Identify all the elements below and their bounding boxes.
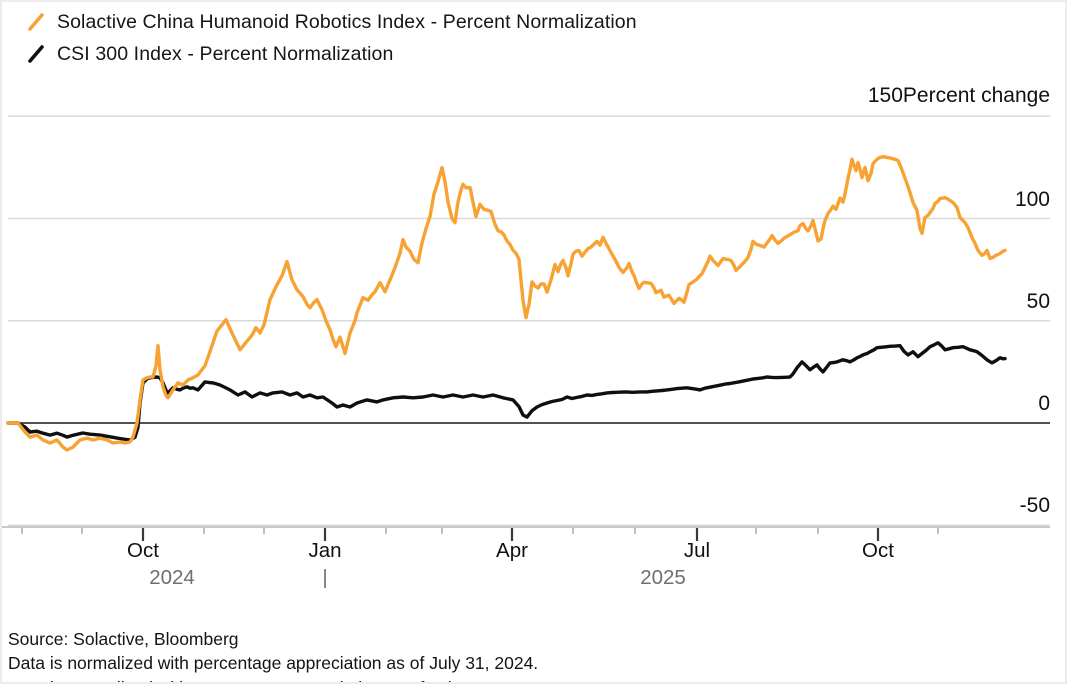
orange-slash-icon — [28, 13, 44, 31]
legend-label-humanoid-index: Solactive China Humanoid Robotics Index … — [57, 10, 637, 33]
legend-item-csi300: CSI 300 Index - Percent Normalization — [26, 38, 637, 70]
y-tick-label-100: 100 — [1014, 187, 1050, 211]
year-label-2025: 2025 — [640, 566, 686, 589]
y-axis-top-tick: 150 — [867, 84, 903, 107]
x-tick-label-oct: Oct — [127, 539, 159, 562]
year-label-2024: 2024 — [149, 566, 195, 589]
x-tick-label-apr: Apr — [496, 539, 528, 562]
series-line-humanoid-index — [6, 154, 1007, 452]
y-axis-title: Percent change — [902, 84, 1050, 107]
y-tick-label--50: -50 — [1019, 494, 1050, 518]
x-tick-label-jul: Jul — [683, 539, 711, 562]
legend: Solactive China Humanoid Robotics Index … — [26, 6, 637, 70]
y-tick-label-0: 0 — [1038, 392, 1050, 415]
year-divider: | — [322, 566, 328, 589]
y-axis-header: 150Percent change — [868, 84, 1050, 108]
cutoff-text-strip: Data is normalized with percentage appre… — [8, 678, 768, 684]
y-tick-label-50: 50 — [1026, 289, 1050, 313]
legend-label-csi300: CSI 300 Index - Percent Normalization — [57, 42, 394, 65]
normalization-note: Data is normalized with percentage appre… — [8, 653, 539, 673]
cutoff-text: Data is normalized with percentage appre… — [8, 678, 538, 684]
source-line: Source: Solactive, Bloomberg — [8, 629, 239, 649]
black-slash-icon — [28, 45, 44, 63]
x-tick-label-oct: Oct — [862, 539, 894, 562]
legend-item-humanoid-index: Solactive China Humanoid Robotics Index … — [26, 6, 637, 38]
x-tick-label-jan: Jan — [308, 539, 342, 562]
